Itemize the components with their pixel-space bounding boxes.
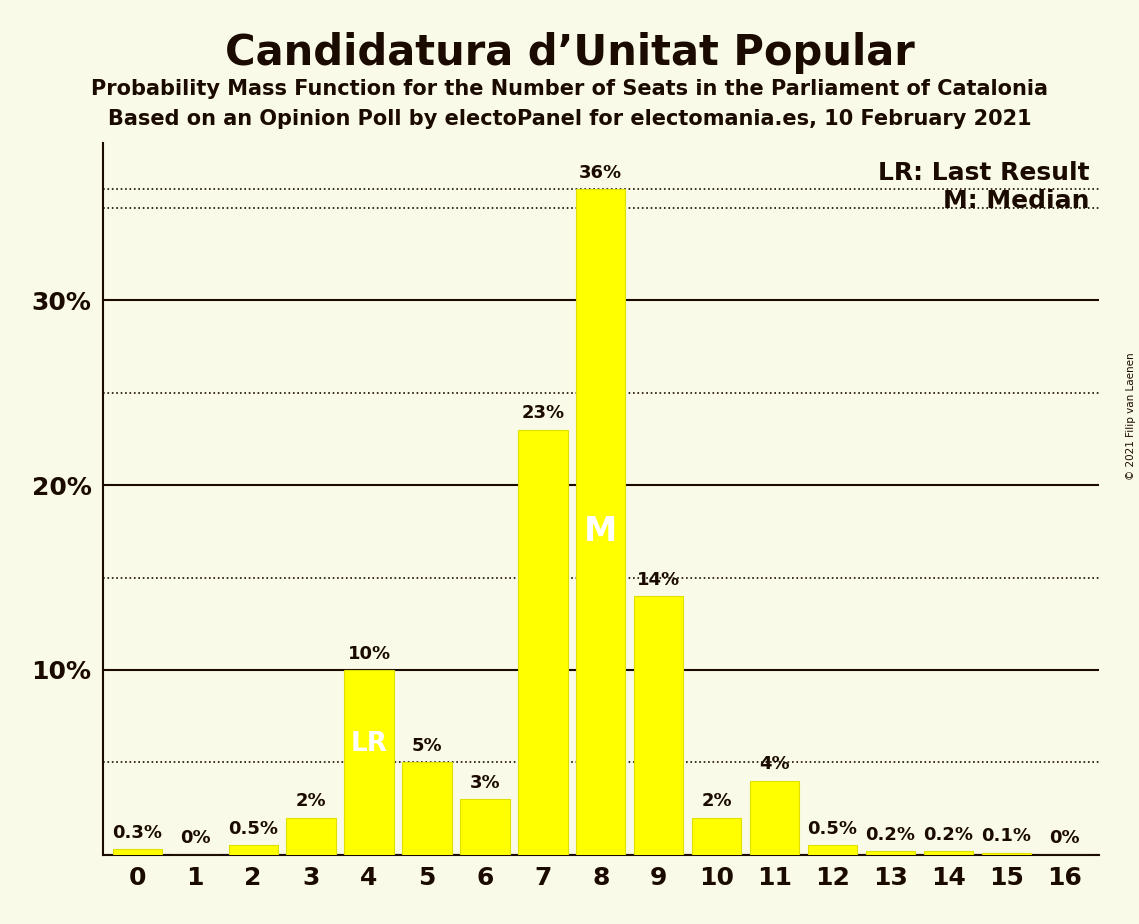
Text: 0.3%: 0.3% xyxy=(113,824,162,842)
Text: M: Median: M: Median xyxy=(943,189,1089,213)
Bar xyxy=(576,189,625,855)
Text: 0%: 0% xyxy=(1049,830,1080,847)
Bar xyxy=(344,670,394,855)
Text: 3%: 3% xyxy=(469,774,500,792)
Text: 14%: 14% xyxy=(637,571,680,589)
Bar xyxy=(460,799,509,855)
Bar xyxy=(749,781,800,855)
Bar xyxy=(402,762,452,855)
Bar xyxy=(808,845,858,855)
Text: 10%: 10% xyxy=(347,645,391,663)
Bar xyxy=(924,851,973,855)
Text: 0.2%: 0.2% xyxy=(866,826,916,844)
Text: LR: Last Result: LR: Last Result xyxy=(877,161,1089,185)
Bar xyxy=(693,818,741,855)
Bar xyxy=(982,853,1031,855)
Bar xyxy=(634,596,683,855)
Text: LR: LR xyxy=(351,731,387,757)
Text: 0.5%: 0.5% xyxy=(808,821,858,838)
Text: 2%: 2% xyxy=(296,793,327,810)
Text: 0.2%: 0.2% xyxy=(924,826,974,844)
Text: 36%: 36% xyxy=(580,164,622,182)
Text: 2%: 2% xyxy=(702,793,732,810)
Bar xyxy=(229,845,278,855)
Text: M: M xyxy=(584,515,617,548)
Text: 5%: 5% xyxy=(411,737,442,755)
Bar xyxy=(518,430,567,855)
Text: Probability Mass Function for the Number of Seats in the Parliament of Catalonia: Probability Mass Function for the Number… xyxy=(91,79,1048,99)
Text: 0%: 0% xyxy=(180,830,211,847)
Text: Candidatura d’Unitat Popular: Candidatura d’Unitat Popular xyxy=(224,32,915,74)
Bar xyxy=(113,849,162,855)
Text: 0.5%: 0.5% xyxy=(228,821,278,838)
Bar xyxy=(866,851,915,855)
Text: 0.1%: 0.1% xyxy=(982,828,1032,845)
Text: 4%: 4% xyxy=(760,756,790,773)
Bar xyxy=(287,818,336,855)
Text: © 2021 Filip van Laenen: © 2021 Filip van Laenen xyxy=(1126,352,1136,480)
Text: Based on an Opinion Poll by electoPanel for electomania.es, 10 February 2021: Based on an Opinion Poll by electoPanel … xyxy=(108,109,1031,129)
Text: 23%: 23% xyxy=(522,405,565,422)
